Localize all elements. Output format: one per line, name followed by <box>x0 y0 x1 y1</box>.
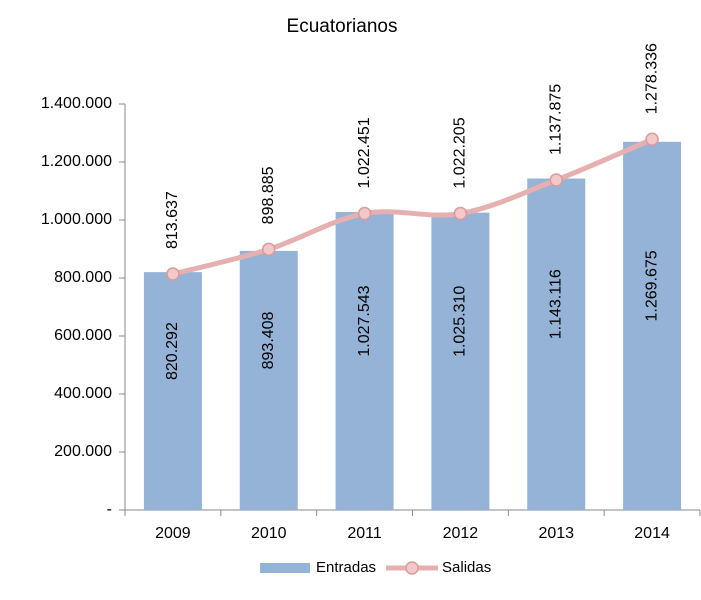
y-tick-label: 1.400.000 <box>41 95 112 112</box>
bar-value-label: 1.025.310 <box>452 286 469 357</box>
legend-swatch <box>260 563 310 573</box>
bar <box>527 178 586 511</box>
legend-marker <box>405 561 419 575</box>
x-tick-label: 2012 <box>443 525 479 542</box>
bar <box>431 212 490 510</box>
y-tick-label: 800.000 <box>54 269 112 286</box>
line-value-label: 813.637 <box>164 191 181 249</box>
chart-title: Ecuatorianos <box>287 16 398 37</box>
line-value-label: 898.885 <box>260 166 277 224</box>
line-value-label: 1.137.875 <box>547 84 564 155</box>
legend-label: Entradas <box>316 559 376 576</box>
bar-value-label: 1.269.675 <box>643 250 660 321</box>
line-value-label: 1.278.336 <box>643 43 660 114</box>
line-marker <box>166 267 180 281</box>
line-marker <box>645 132 659 147</box>
bar-value-label: 1.143.116 <box>547 269 564 339</box>
line-marker <box>453 206 468 221</box>
y-tick-label: 1.200.000 <box>41 153 112 170</box>
y-tick-label: 1.000.000 <box>41 211 112 228</box>
x-tick-label: 2010 <box>251 525 287 542</box>
x-tick-label: 2009 <box>155 525 191 542</box>
line-marker <box>549 173 563 187</box>
x-tick-label: 2011 <box>347 525 382 542</box>
line-marker <box>357 206 372 221</box>
bar <box>623 141 682 510</box>
bar <box>239 250 298 510</box>
y-tick-label: 200.000 <box>54 443 112 460</box>
bar-value-label: 893.408 <box>260 311 277 369</box>
line-marker <box>262 242 276 257</box>
y-tick-label: 600.000 <box>54 327 112 344</box>
bar <box>143 272 202 510</box>
legend-label: Salidas <box>442 559 491 576</box>
bar-value-label: 1.027.543 <box>356 285 373 356</box>
bar <box>335 212 394 511</box>
x-tick-label: 2014 <box>634 525 670 542</box>
line-value-label: 1.022.451 <box>356 117 373 188</box>
y-tick-label: - <box>107 501 112 518</box>
bar-value-label: 820.292 <box>164 322 181 380</box>
y-tick-label: 400.000 <box>54 385 112 402</box>
x-tick-label: 2013 <box>538 525 574 542</box>
line-value-label: 1.022.205 <box>452 117 469 188</box>
